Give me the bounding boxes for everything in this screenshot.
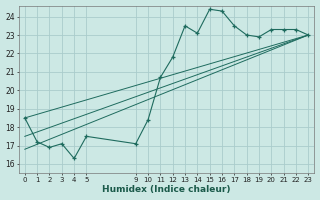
X-axis label: Humidex (Indice chaleur): Humidex (Indice chaleur)	[102, 185, 231, 194]
